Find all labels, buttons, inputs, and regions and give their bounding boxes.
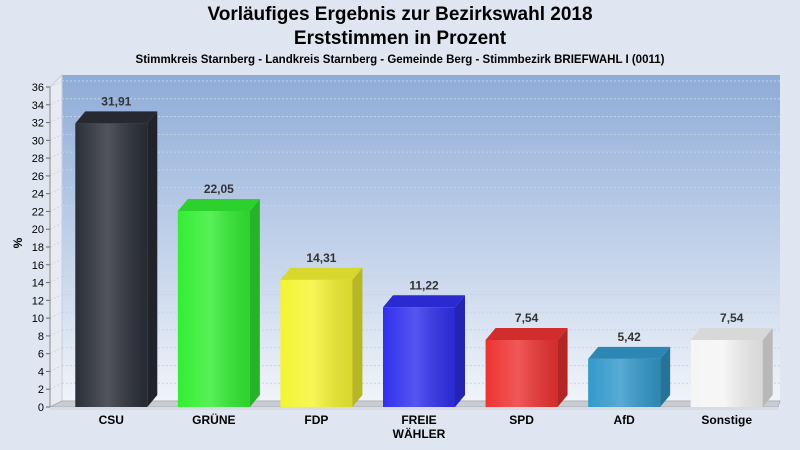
bar-side	[660, 346, 671, 407]
bar-gr-ne	[177, 199, 260, 407]
y-tick-label: 8	[38, 331, 44, 343]
data-label: 11,22	[409, 278, 439, 292]
plot-floor-edge	[50, 407, 778, 410]
bar-shine	[383, 307, 455, 407]
bar-side	[762, 327, 773, 407]
x-tick-label: AfD	[613, 413, 635, 427]
bar-shine	[177, 211, 250, 407]
chart-title: Vorläufiges Ergebnis zur Bezirkswahl 201…	[207, 4, 593, 25]
bar-sonstige	[690, 327, 773, 407]
data-label: 7,54	[720, 311, 744, 325]
bar-top	[280, 267, 363, 280]
bar-csu	[75, 111, 158, 407]
data-label: 14,31	[306, 251, 336, 265]
y-tick-label: 22	[32, 206, 44, 218]
chart-caption: Stimmkreis Starnberg - Landkreis Starnbe…	[135, 54, 665, 66]
y-tick-label: 20	[32, 224, 44, 236]
y-tick-label: 28	[32, 153, 44, 165]
chart-subtitle: Erststimmen in Prozent	[293, 28, 507, 49]
y-tick-label: 14	[32, 278, 44, 290]
bar-shine	[588, 358, 661, 407]
bar-side	[249, 199, 260, 407]
data-label: 5,42	[617, 330, 641, 344]
bar-shine	[485, 339, 558, 407]
bar-side	[557, 327, 568, 407]
bar-freie-w-hler	[383, 295, 465, 407]
y-tick-label: 36	[32, 82, 44, 94]
bar-top	[383, 295, 465, 308]
bar-top	[485, 327, 568, 340]
bar-top	[588, 346, 671, 359]
y-tick-label: 32	[32, 118, 44, 130]
bar-shine	[690, 339, 763, 407]
y-tick-label: 10	[32, 313, 44, 325]
y-tick-label: 2	[38, 384, 44, 396]
y-tick-label: 6	[38, 349, 44, 361]
y-tick-label: 12	[32, 295, 44, 307]
plot-side-wall	[49, 73, 63, 408]
data-label: 31,91	[101, 94, 131, 108]
y-tick-label: 26	[32, 171, 44, 183]
bar-side	[352, 267, 363, 407]
y-tick-label: 4	[38, 366, 44, 378]
y-axis-label: %	[11, 237, 25, 248]
bar-shine	[75, 123, 148, 407]
y-tick-label: 30	[32, 135, 44, 147]
y-tick-label: 34	[32, 100, 44, 112]
bar-shine	[280, 279, 353, 407]
bar-spd	[485, 327, 568, 407]
bar-top	[75, 111, 158, 124]
x-tick-label: GRÜNE	[192, 412, 235, 427]
x-tick-label: Sonstige	[701, 413, 752, 427]
x-tick-label: FDP	[304, 413, 328, 427]
data-label: 22,05	[204, 182, 234, 196]
y-tick-label: 16	[32, 260, 44, 272]
x-tick-label: FREIE WÄHLER	[393, 413, 446, 441]
x-tick-label: SPD	[509, 413, 534, 427]
data-label: 7,54	[515, 311, 539, 325]
x-tick-label: CSU	[99, 413, 124, 427]
bar-side	[455, 295, 465, 407]
bar-top	[690, 327, 773, 340]
bar-afd	[588, 346, 671, 407]
bar-side	[147, 111, 158, 407]
bar-top	[177, 199, 260, 211]
y-tick-label: 0	[38, 402, 44, 414]
bar-fdp	[280, 267, 363, 407]
y-tick-label: 24	[32, 189, 44, 201]
y-tick-label: 18	[32, 242, 44, 254]
